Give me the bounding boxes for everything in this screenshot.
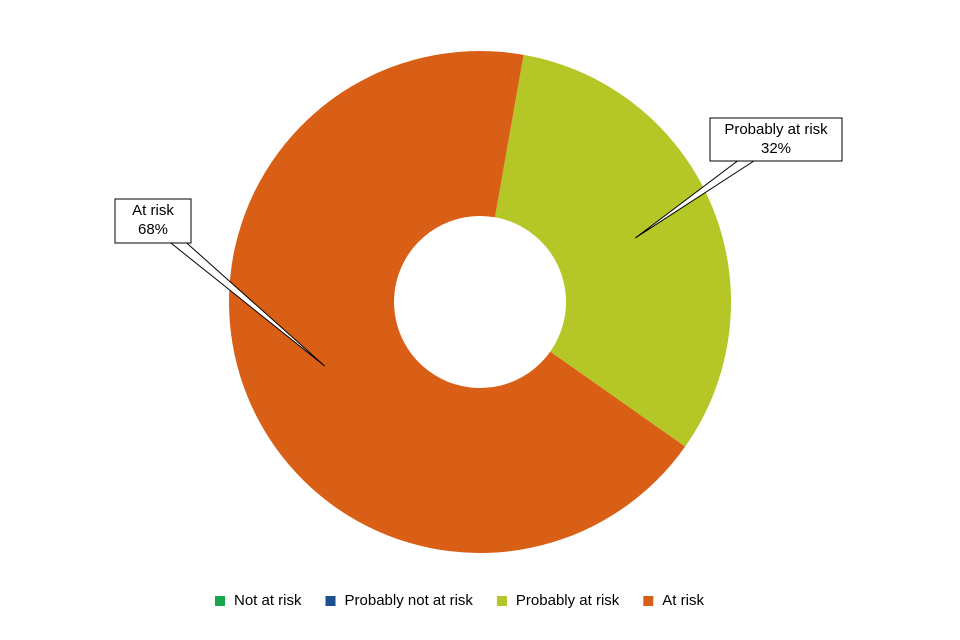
- callout-box: [709, 117, 843, 162]
- legend-swatch: [496, 596, 507, 606]
- legend-swatch: [325, 596, 336, 606]
- legend-swatch: [643, 596, 654, 606]
- callout-value: 32%: [761, 140, 791, 157]
- callout-category: Probably at risk: [724, 121, 828, 138]
- callout-box: [114, 198, 192, 244]
- legend-label: At risk: [662, 592, 704, 609]
- donut-slice: [229, 51, 686, 553]
- legend-swatch: [215, 596, 225, 606]
- legend-label: Probably not at risk: [345, 592, 474, 609]
- legend-label: Probably at risk: [516, 592, 620, 609]
- callout-value: 68%: [138, 221, 168, 238]
- legend-label: Not at risk: [234, 592, 302, 609]
- donut-slice: [494, 54, 732, 447]
- callout-category: At risk: [132, 202, 174, 219]
